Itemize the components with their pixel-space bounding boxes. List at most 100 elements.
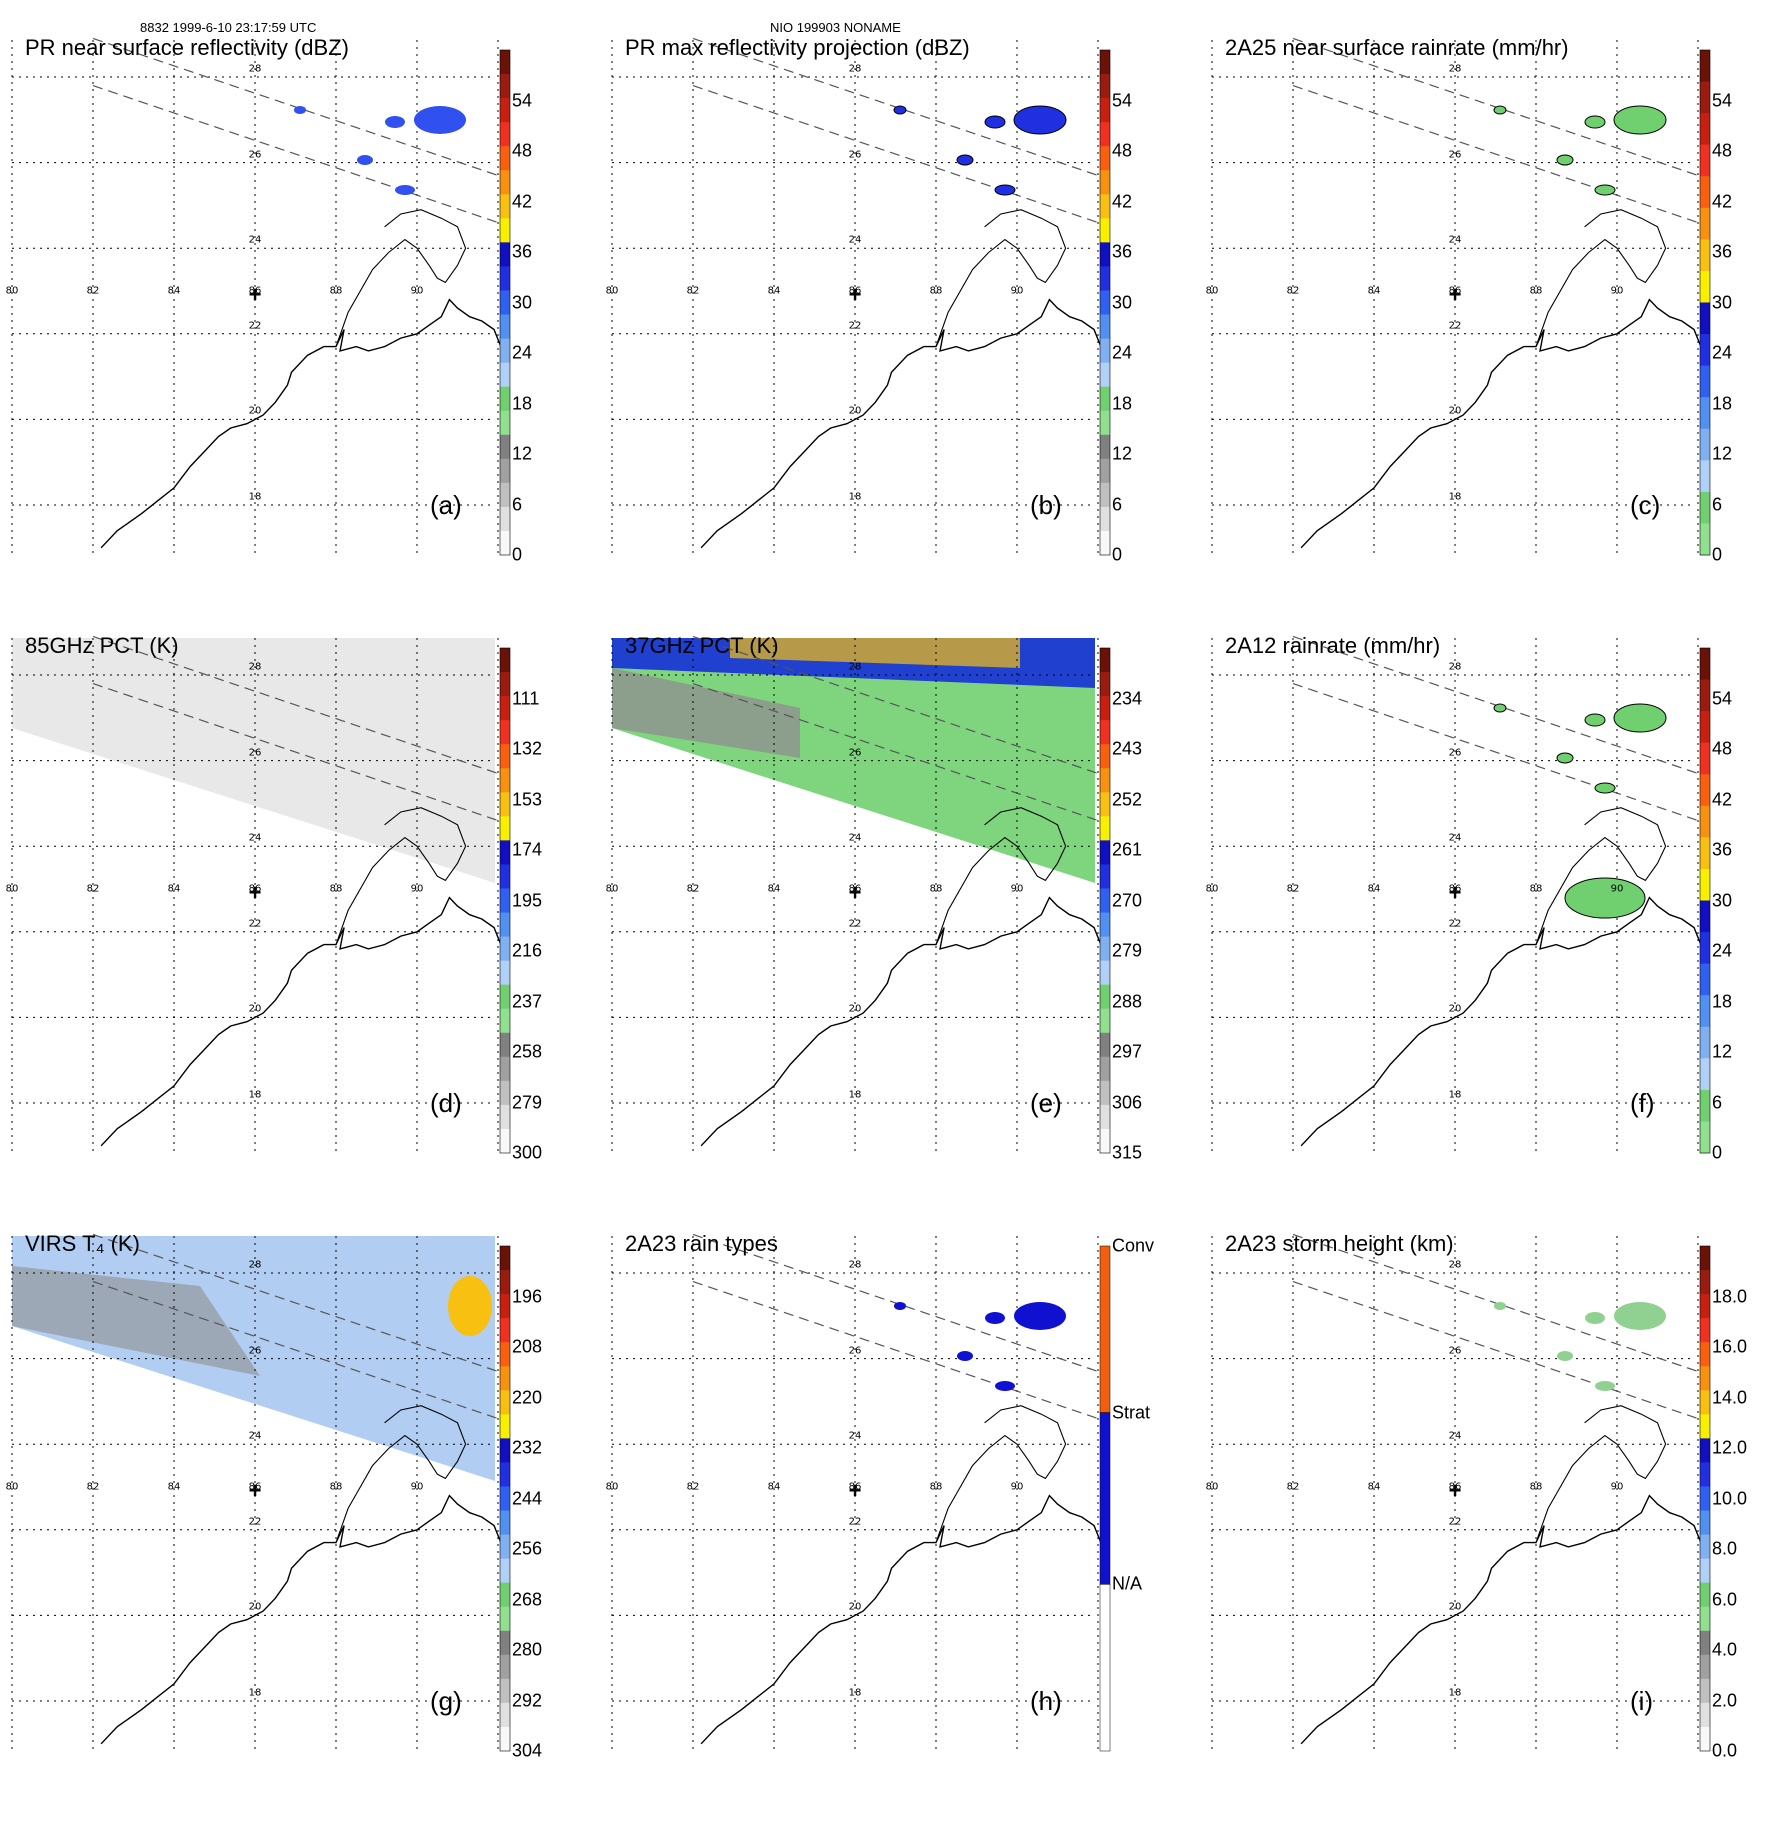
colorbar-tick-label: 234: [1112, 688, 1143, 708]
colorbar-segment: [1700, 397, 1710, 430]
colorbar-segment: [500, 792, 510, 817]
swath-edge-line: [92, 1233, 499, 1373]
coastline: [700, 298, 1107, 549]
longitude-label: 88: [929, 285, 943, 297]
colorbar-tick-label: 36: [1112, 241, 1133, 262]
rain-echo: [1595, 1381, 1615, 1391]
colorbar-segment: [1700, 270, 1710, 303]
longitude-label: 90: [1610, 883, 1624, 895]
swath-edge-line: [692, 1280, 1099, 1420]
panel-letter: (h): [1030, 1686, 1062, 1716]
colorbar-segment: [500, 98, 510, 123]
latitude-label: 24: [1448, 832, 1462, 844]
colorbar-segment: [1700, 365, 1710, 398]
latitude-label: 26: [248, 747, 262, 759]
colorbar-segment: [500, 314, 510, 340]
colorbar-segment: [1700, 1726, 1710, 1752]
colorbar-tick-label: 232: [512, 1437, 543, 1458]
rain-echo: [1614, 1302, 1666, 1330]
longitude-label: 80: [5, 883, 19, 895]
colorbar-segment: [500, 1294, 510, 1319]
colorbar-segment: [1100, 1056, 1110, 1082]
river: [1535, 807, 1667, 945]
colorbar-segment: [500, 864, 510, 889]
panel-title: 2A25 near surface rainrate (mm/hr): [1225, 35, 1569, 60]
colorbar-segment: [1100, 648, 1110, 673]
longitude-label: 80: [1205, 1481, 1219, 1493]
latitude-label: 24: [248, 832, 262, 844]
colorbar-segment: [500, 170, 510, 195]
longitude-label: 80: [1205, 285, 1219, 297]
colorbar-segment: [500, 768, 510, 793]
colorbar-tick-label: 208: [512, 1336, 543, 1357]
colorbar-segment: [500, 146, 510, 171]
colorbar-segment: [1700, 81, 1710, 114]
colorbar-tick-label: 48: [512, 140, 533, 161]
longitude-label: 86: [848, 285, 862, 297]
colorbar-tick-label: 12.0: [1712, 1437, 1748, 1458]
map-canvas: [611, 1233, 1111, 1752]
colorbar-segment: [1100, 1104, 1110, 1130]
colorbar-segment: [1100, 1008, 1110, 1034]
colorbar-segment: [1700, 1534, 1710, 1560]
colorbar-tick-label: 24: [1712, 342, 1733, 363]
colorbar-tick-label: 10.0: [1712, 1488, 1748, 1508]
latitude-label: 26: [1448, 747, 1462, 759]
colorbar-segment: [1100, 290, 1110, 316]
longitude-label: 90: [1010, 883, 1024, 895]
panel-title: 2A23 rain types: [625, 1231, 778, 1256]
panel-letter: (e): [1030, 1088, 1062, 1118]
colorbar-tick-label: 153: [512, 789, 543, 809]
rain-echo: [294, 106, 306, 114]
swath-edge-line: [92, 1280, 499, 1420]
colorbar-segment: [1700, 113, 1710, 146]
colorbar-tick-label: 0: [512, 544, 523, 565]
colorbar-segment: [1700, 239, 1710, 272]
longitude-label: 82: [686, 883, 700, 895]
panel-title: PR max reflectivity projection (dBZ): [625, 35, 970, 60]
colorbar-segment: [1700, 742, 1710, 775]
latitude-label: 18: [1448, 1687, 1462, 1699]
river: [335, 807, 467, 945]
swath-edge-line: [92, 84, 499, 224]
colorbar-segment: [1700, 1318, 1710, 1343]
colorbar-segment: [500, 242, 510, 267]
colorbar-segment: [500, 1318, 510, 1343]
swath-edge-line: [92, 682, 499, 822]
coastline: [1300, 298, 1707, 549]
latitude-label: 26: [1448, 149, 1462, 161]
colorbar-segment: [500, 482, 510, 508]
colorbar-segment: [500, 744, 510, 769]
map-panel-a: 54 48 42 36 30 24 18 12 6 0 80 82 84 86 88 90 28 26 24 22 20…: [0, 30, 600, 630]
colorbar-segment: [1700, 868, 1710, 901]
coastline: [1300, 896, 1707, 1147]
longitude-label: 80: [605, 1481, 619, 1493]
colorbar-tick-label: 237: [512, 991, 543, 1011]
colorbar-tick-label: 36: [1712, 839, 1733, 860]
colorbar-tick-label: 36: [1712, 241, 1733, 262]
longitude-label: 90: [1610, 285, 1624, 297]
colorbar-segment: [500, 1606, 510, 1632]
colorbar-segment: [1100, 434, 1110, 460]
swath-field: [12, 1236, 495, 1481]
colorbar-segment: [1700, 50, 1710, 83]
colorbar-segment: [500, 1462, 510, 1487]
colorbar-segment: [1100, 266, 1110, 291]
latitude-label: 26: [1448, 1345, 1462, 1357]
colorbar-tick-label: 304: [512, 1740, 543, 1761]
colorbar-segment: [500, 1366, 510, 1391]
colorbar-tick-label: 36: [512, 241, 533, 262]
longitude-label: 80: [605, 285, 619, 297]
longitude-label: 82: [86, 883, 100, 895]
colorbar-tick-label: 306: [1112, 1092, 1143, 1112]
latitude-label: 28: [248, 1259, 262, 1271]
longitude-label: 82: [86, 1481, 100, 1493]
map-canvas: [1211, 635, 1711, 1154]
colorbar-segment: [1100, 362, 1110, 388]
colorbar-segment: [1100, 50, 1110, 75]
colorbar-frame: [499, 1245, 511, 1752]
latitude-label: 28: [848, 1259, 862, 1271]
rain-echo: [357, 155, 373, 165]
colorbar-frame: [499, 49, 511, 556]
rain-echo: [1584, 713, 1606, 727]
